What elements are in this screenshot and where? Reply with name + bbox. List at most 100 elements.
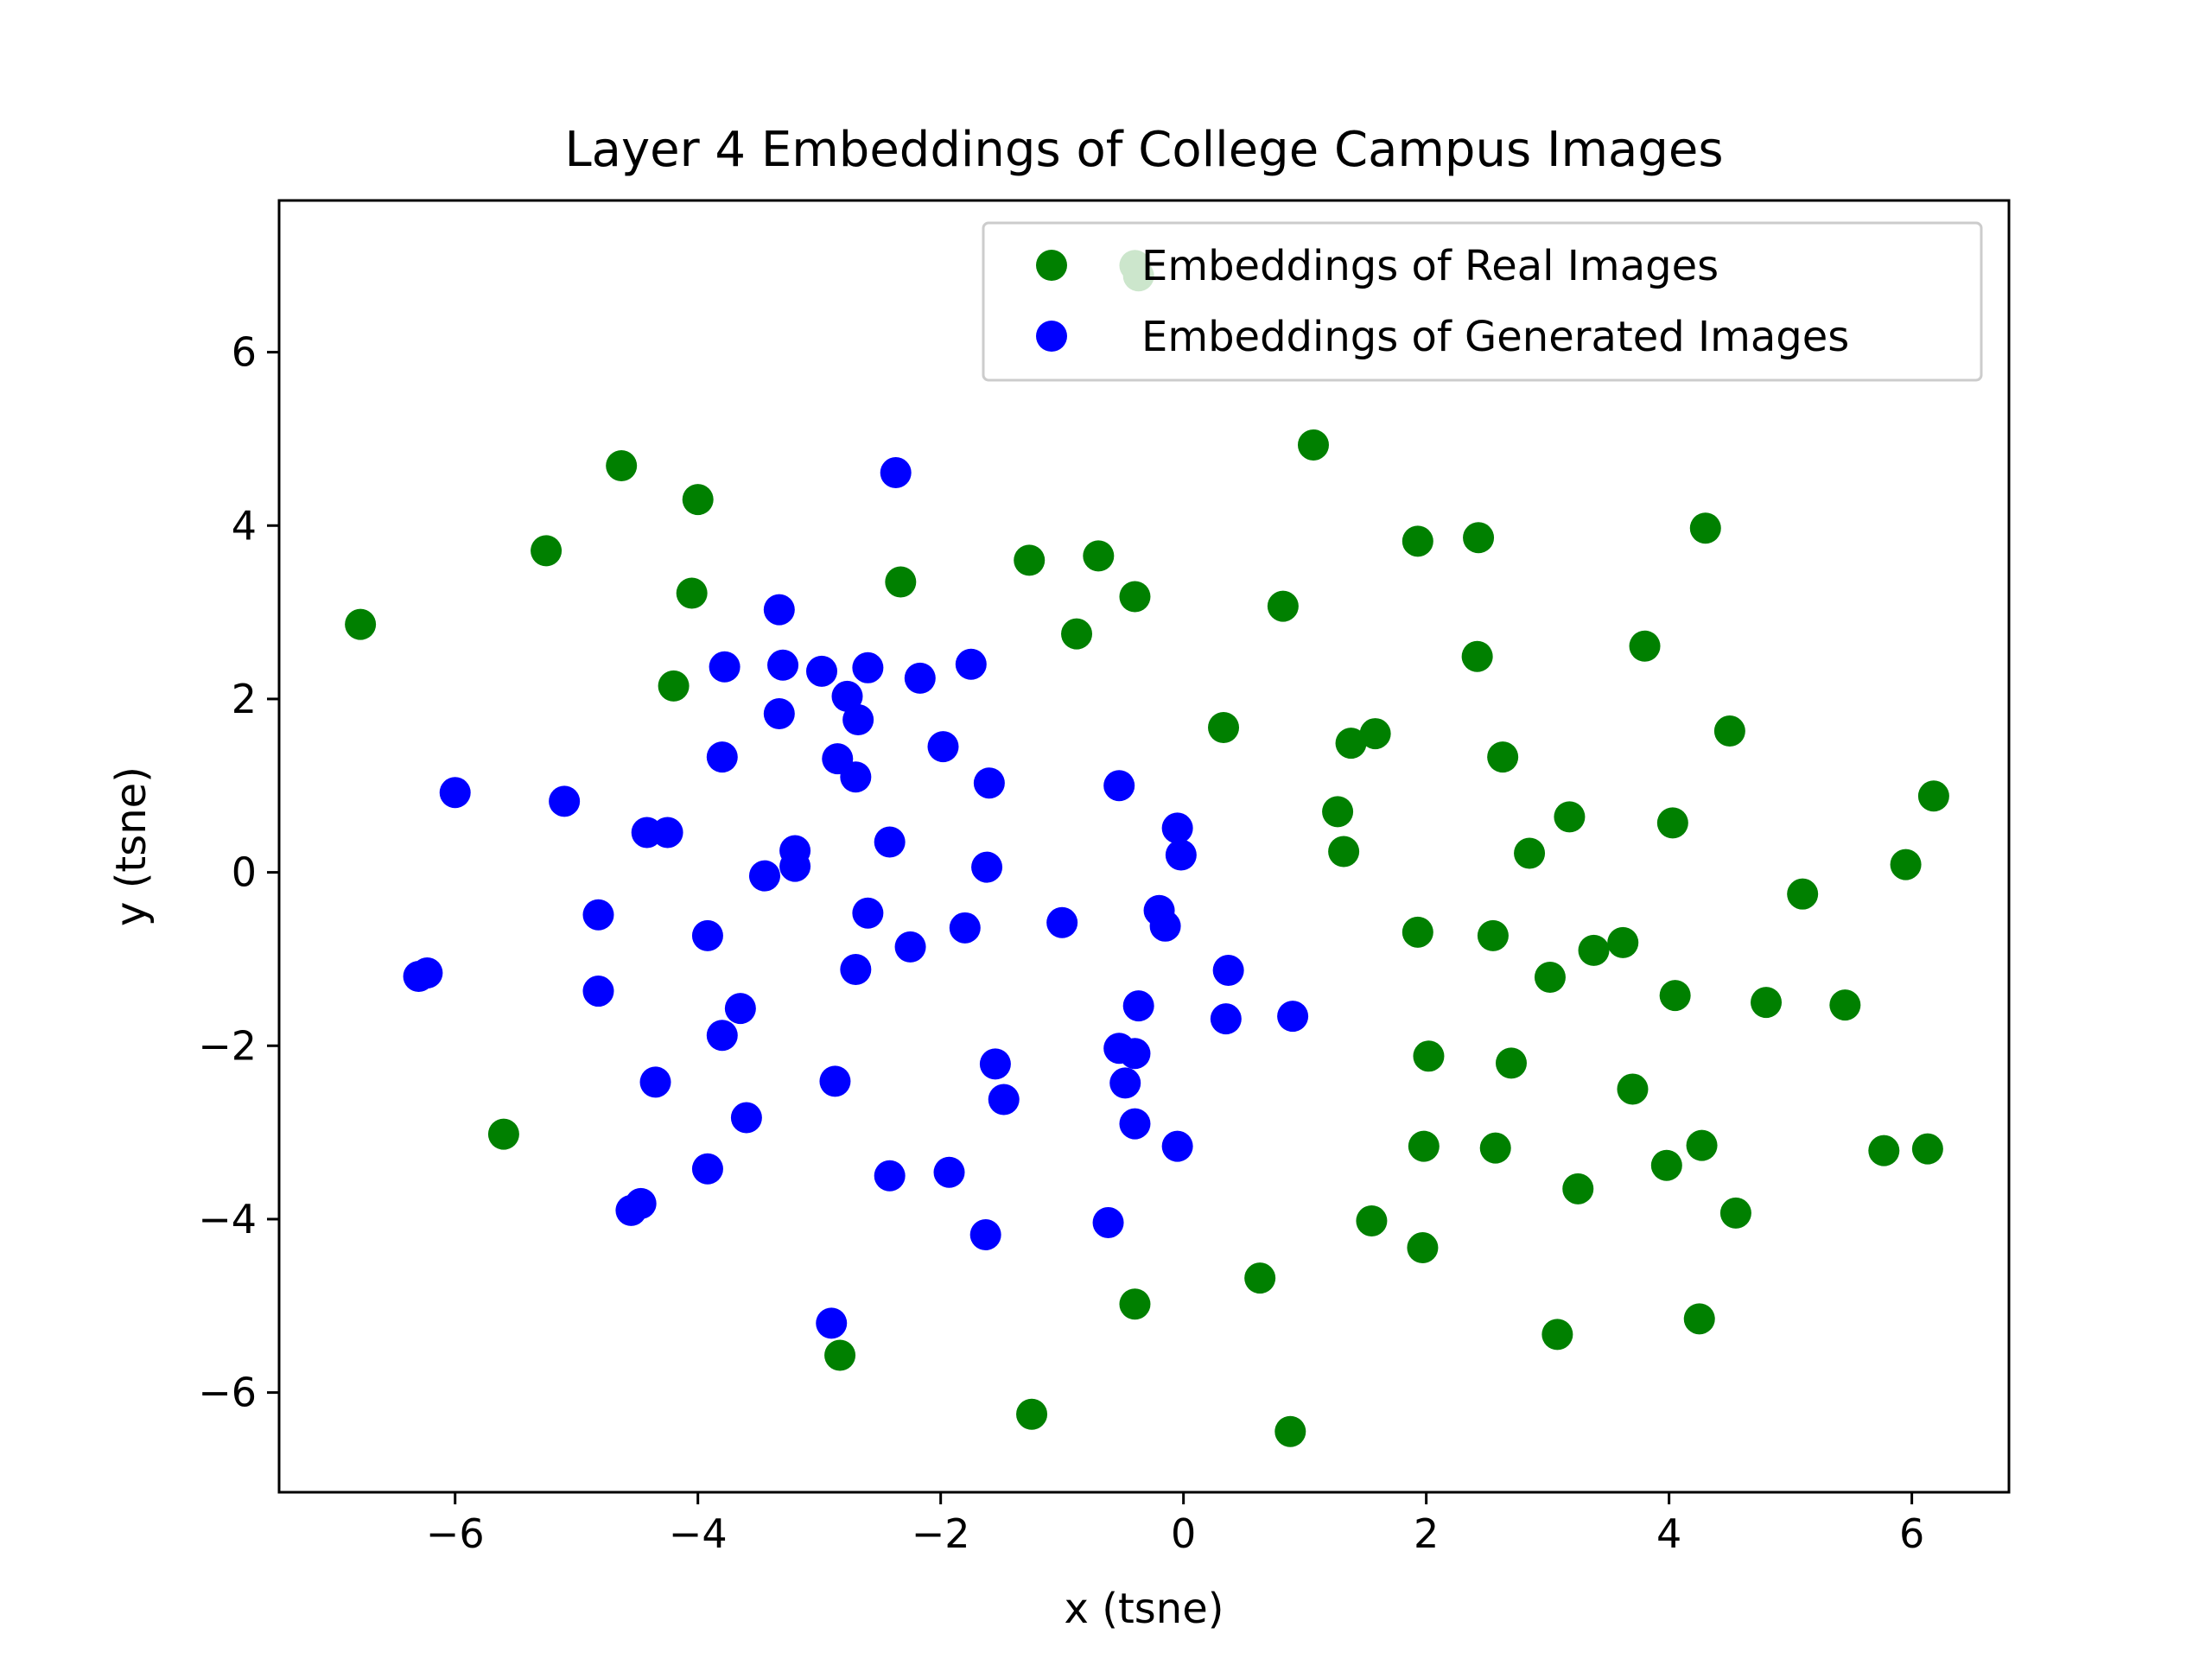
point-generated [1161, 1130, 1193, 1162]
point-real [1514, 837, 1546, 869]
point-real [1328, 836, 1360, 868]
y-tick-label: 4 [232, 502, 257, 549]
x-tick-label: 6 [1899, 1510, 1924, 1557]
point-generated [840, 761, 872, 793]
point-real [1487, 741, 1519, 773]
point-generated [955, 648, 987, 680]
point-real [345, 608, 377, 640]
point-generated [979, 1048, 1011, 1080]
legend-label-generated: Embeddings of Generated Images [1141, 313, 1849, 361]
legend-marker-real [1036, 250, 1067, 281]
point-generated [1161, 812, 1193, 844]
point-generated [927, 731, 959, 763]
point-real [1578, 934, 1610, 966]
point-real [1014, 544, 1046, 576]
point-generated [1149, 910, 1181, 942]
y-tick-label: −2 [198, 1022, 257, 1069]
point-generated [831, 680, 863, 712]
point-real [1244, 1262, 1276, 1294]
point-real [1562, 1173, 1594, 1205]
point-real [1407, 1232, 1439, 1264]
point-generated [625, 1187, 657, 1219]
point-real [1629, 630, 1661, 662]
point-generated [439, 777, 471, 809]
point-generated [1092, 1206, 1124, 1238]
point-generated [933, 1156, 965, 1188]
point-real [885, 566, 917, 598]
legend-label-real: Embeddings of Real Images [1141, 242, 1719, 290]
point-real [1683, 1303, 1715, 1335]
point-generated [816, 1307, 848, 1339]
point-generated [730, 1102, 762, 1134]
point-real [1274, 1415, 1306, 1447]
point-generated [874, 826, 906, 858]
point-real [676, 577, 708, 609]
point-real [1463, 522, 1495, 554]
point-real [824, 1339, 856, 1371]
point-generated [894, 931, 926, 963]
point-real [487, 1118, 519, 1150]
x-axis-label: x (tsne) [1065, 1585, 1224, 1633]
legend-marker-generated [1036, 321, 1067, 352]
point-real [1322, 796, 1354, 828]
point-real [1713, 715, 1745, 747]
y-tick-label: −6 [198, 1370, 257, 1416]
point-generated [411, 957, 443, 988]
point-real [1477, 919, 1509, 951]
point-generated [1119, 1108, 1151, 1140]
point-generated [1046, 906, 1078, 938]
x-tick-label: −6 [426, 1510, 485, 1557]
point-real [1541, 1319, 1573, 1351]
point-generated [852, 897, 884, 929]
point-real [1650, 1149, 1682, 1181]
point-generated [767, 649, 799, 681]
point-real [1267, 590, 1299, 622]
chart-title: Layer 4 Embeddings of College Campus Ima… [564, 122, 1723, 178]
point-real [1359, 718, 1391, 750]
y-axis-ticks: −6 −4 −2 0 2 4 6 [198, 329, 279, 1416]
point-generated [691, 919, 723, 951]
point-generated [1109, 1067, 1141, 1099]
point-generated [1212, 954, 1244, 986]
point-generated [971, 851, 1003, 883]
point-generated [819, 1065, 851, 1097]
point-real [1083, 540, 1115, 572]
point-real [1917, 780, 1949, 812]
x-tick-label: 4 [1656, 1510, 1681, 1557]
point-generated [639, 1066, 671, 1098]
legend-box [982, 221, 1983, 382]
point-generated [549, 785, 581, 817]
point-generated [1165, 839, 1197, 871]
point-generated [763, 697, 795, 729]
point-generated [852, 652, 884, 683]
y-tick-label: 2 [232, 676, 257, 722]
point-generated [969, 1219, 1001, 1251]
point-generated [988, 1084, 1020, 1116]
point-generated [880, 457, 912, 489]
point-real [1689, 512, 1721, 544]
x-tick-label: −2 [912, 1510, 970, 1557]
point-real [1656, 807, 1688, 839]
point-real [1495, 1047, 1527, 1079]
point-generated [724, 993, 756, 1025]
y-axis-label: y (tsne) [107, 766, 156, 926]
point-real [1829, 989, 1861, 1021]
point-generated [1119, 1038, 1151, 1070]
point-real [1413, 1040, 1445, 1072]
point-real [1911, 1133, 1943, 1165]
point-generated [652, 817, 683, 849]
point-generated [1210, 1003, 1242, 1035]
point-real [1356, 1205, 1388, 1236]
y-tick-label: 0 [232, 849, 257, 896]
plot-area-frame [277, 199, 2011, 1494]
point-real [1534, 962, 1566, 994]
point-real [1335, 728, 1367, 760]
legend: Embeddings of Real Images Embeddings of … [982, 221, 1983, 382]
point-generated [763, 594, 795, 626]
point-real [1719, 1197, 1751, 1229]
point-real [682, 484, 714, 516]
point-generated [779, 850, 811, 882]
point-generated [949, 912, 981, 944]
point-real [1607, 926, 1639, 958]
